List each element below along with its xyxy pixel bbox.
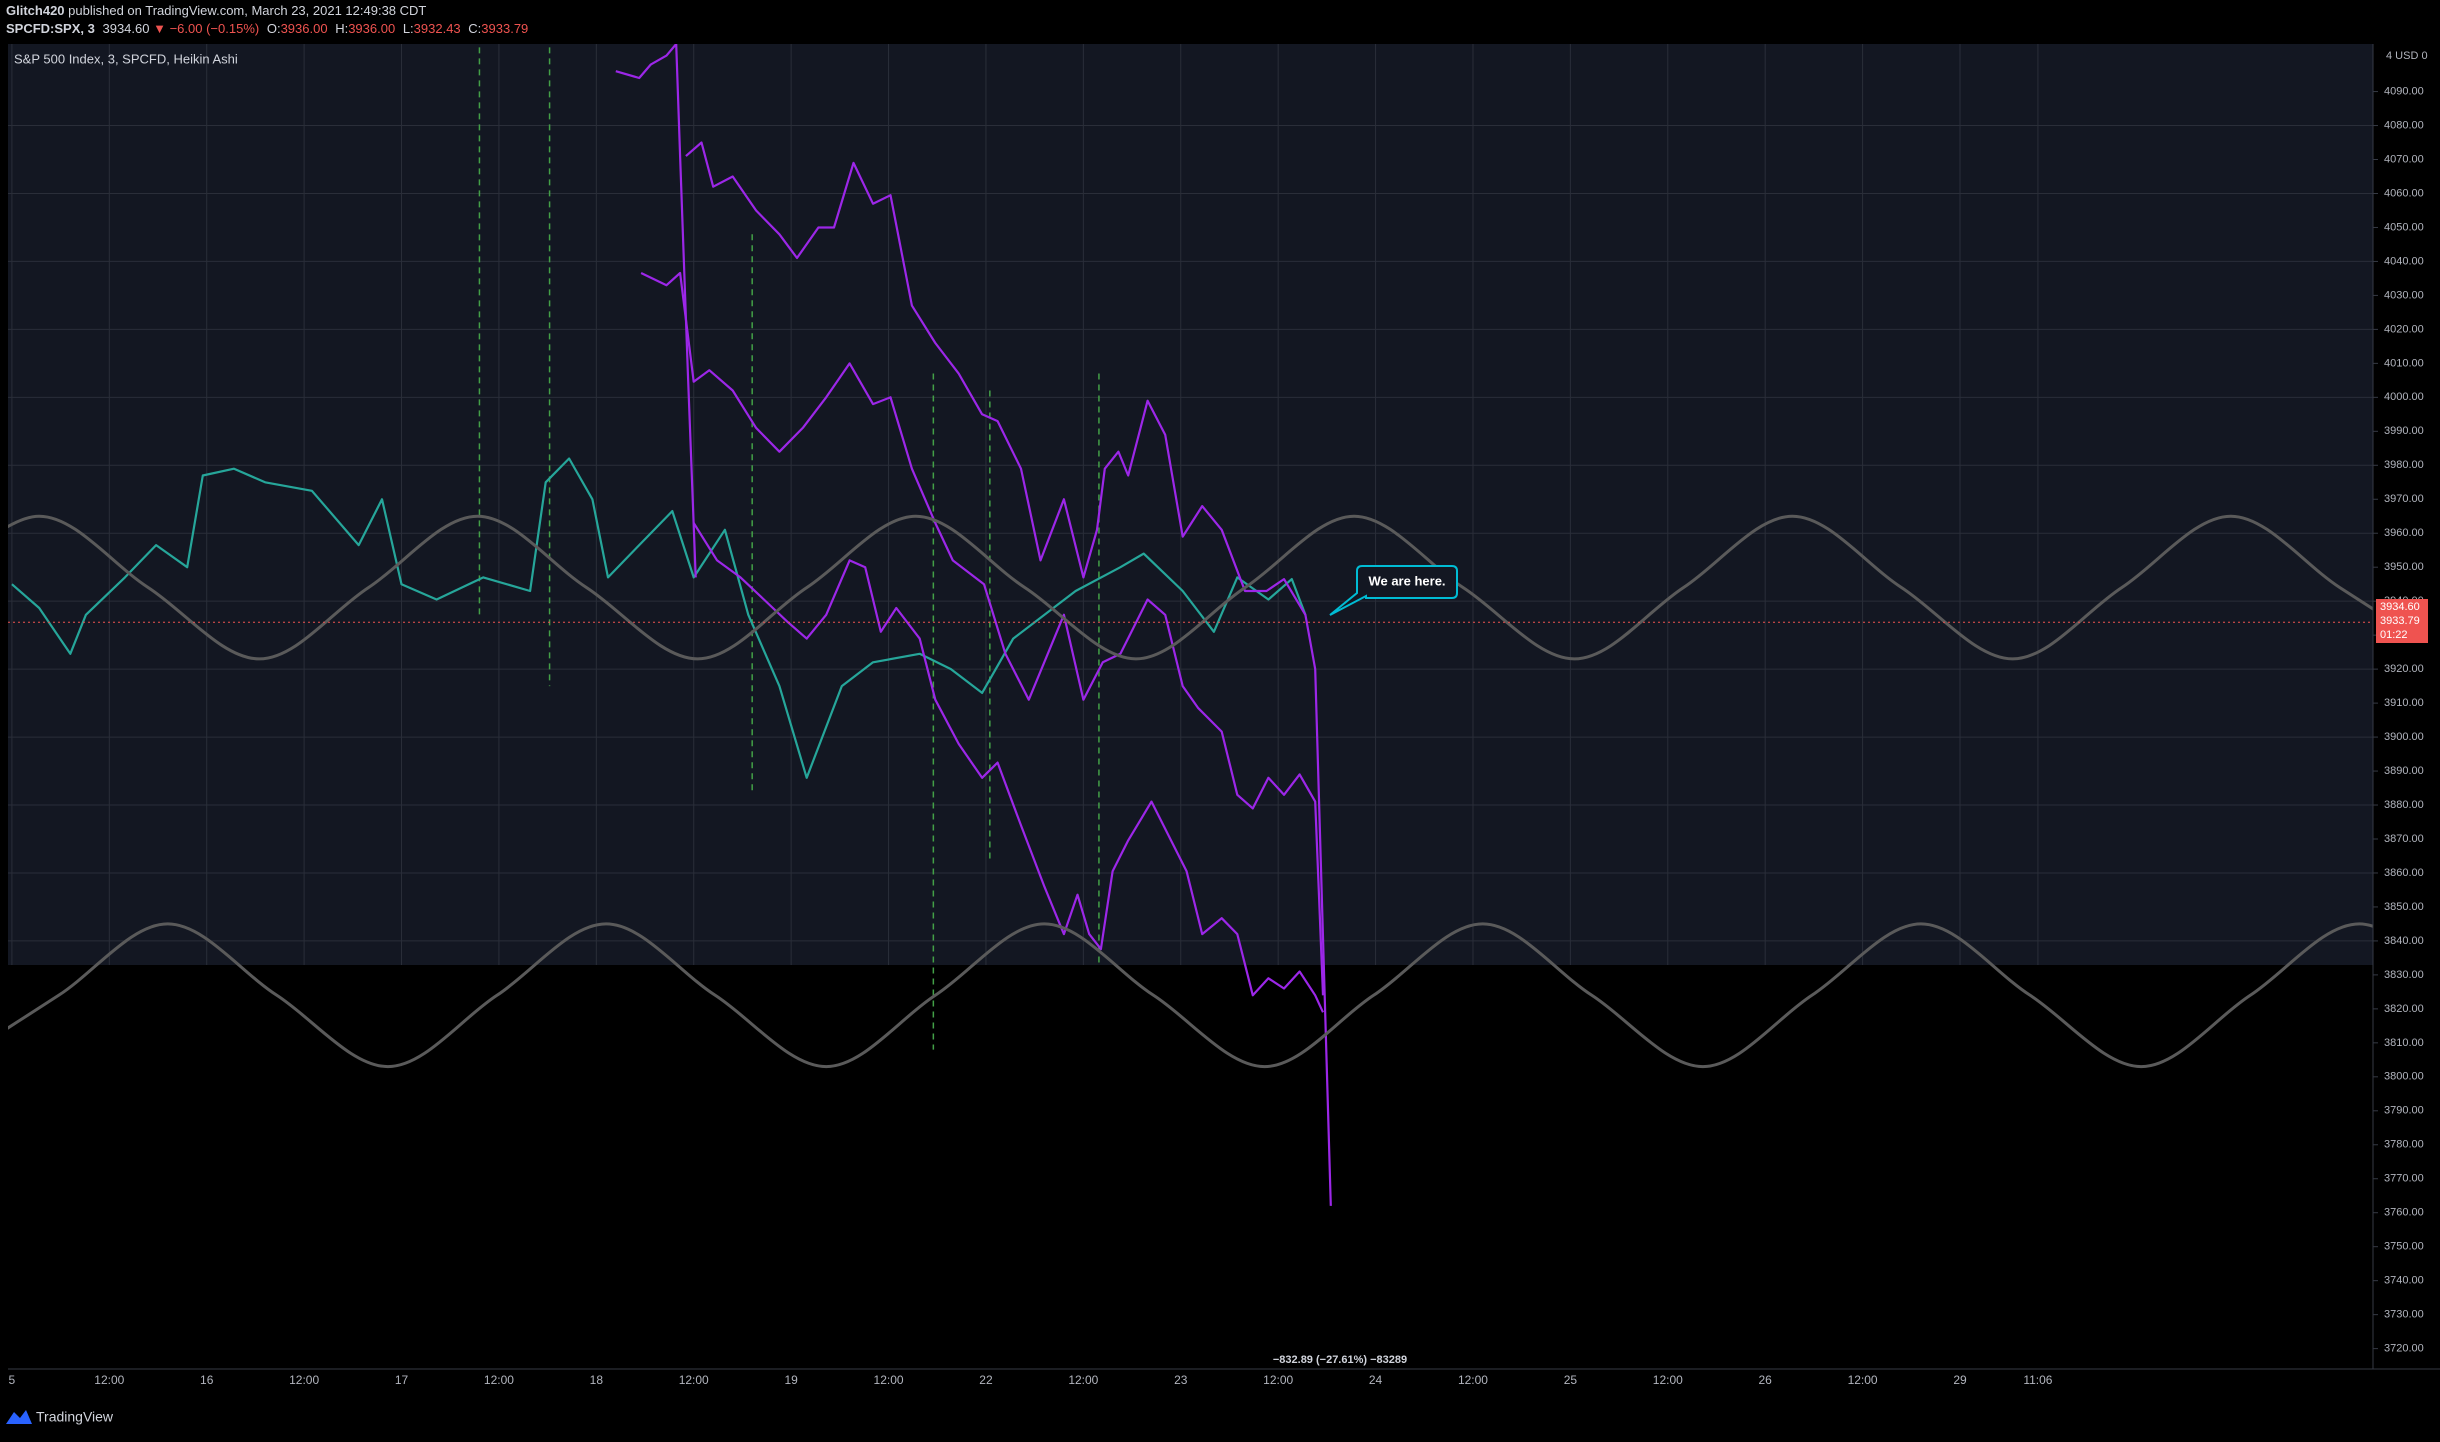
- change: ▼ −6.00 (−0.15%): [153, 21, 259, 36]
- y-tick-label: 3980.00: [2384, 459, 2424, 471]
- y-tick-label: 3790.00: [2384, 1105, 2424, 1117]
- price-badge: [2376, 599, 2428, 643]
- x-tick-label: 18: [590, 1373, 604, 1387]
- price-badge-close: 3933.79: [2380, 615, 2420, 627]
- ohlc-label: O:: [267, 21, 281, 36]
- x-tick-label: 12:00: [1848, 1373, 1878, 1387]
- price-line-series: [640, 271, 1325, 996]
- x-tick-label: 23: [1174, 1373, 1188, 1387]
- brand: TradingView: [36, 1409, 114, 1425]
- x-tick-label: 26: [1759, 1373, 1773, 1387]
- x-tick-label: 24: [1369, 1373, 1383, 1387]
- y-tick-label: 3960.00: [2384, 527, 2424, 539]
- y-tick-label: 4060.00: [2384, 187, 2424, 199]
- price-badge-last: 3934.60: [2380, 601, 2420, 613]
- plot-marks: [8, 44, 2373, 1206]
- y-tick-label: 3720.00: [2384, 1343, 2424, 1355]
- y-tick-label: 3970.00: [2384, 493, 2424, 505]
- dark-region: [8, 965, 2373, 1369]
- author: Glitch420: [6, 3, 65, 18]
- y-tick-label: 3780.00: [2384, 1139, 2424, 1151]
- header-line-2: SPCFD:SPX, 3 3934.60 ▼ −6.00 (−0.15%) O:…: [6, 21, 528, 36]
- ohlc-value: 3932.43: [414, 21, 461, 36]
- x-tick-label: 12:00: [94, 1373, 124, 1387]
- y-tick-label: 4020.00: [2384, 323, 2424, 335]
- ohlc-value: 3936.00: [348, 21, 395, 36]
- y-tick-label: 3990.00: [2384, 425, 2424, 437]
- cycle-line: [8, 922, 2373, 1069]
- y-tick-label: 3870.00: [2384, 833, 2424, 845]
- ohlc-label: C:: [468, 21, 481, 36]
- logo-icon: [6, 1410, 32, 1424]
- x-tick-label: 12:00: [1263, 1373, 1293, 1387]
- x-tick-label: 25: [1564, 1373, 1578, 1387]
- y-tick-label: 4010.00: [2384, 357, 2424, 369]
- x-tick-label: 22: [979, 1373, 993, 1387]
- y-tick-label: 4030.00: [2384, 289, 2424, 301]
- ohlc-label: H:: [335, 21, 348, 36]
- y-tick-label: 3910.00: [2384, 697, 2424, 709]
- y-tick-label: 3950.00: [2384, 561, 2424, 573]
- y-tick-label: 4080.00: [2384, 119, 2424, 131]
- y-tick-label: 4090.00: [2384, 85, 2424, 97]
- axis-unit: 4 USD 0: [2386, 50, 2428, 62]
- y-tick-label: 3770.00: [2384, 1173, 2424, 1185]
- chart-title: S&P 500 Index, 3, SPCFD, Heikin Ashi: [14, 51, 238, 66]
- x-tick-label: 12:00: [289, 1373, 319, 1387]
- y-tick-label: 3860.00: [2384, 867, 2424, 879]
- published: published on TradingView.com, March 23, …: [68, 3, 426, 18]
- cycle-line: [8, 514, 2373, 661]
- y-tick-label: 3880.00: [2384, 799, 2424, 811]
- y-tick-label: 3920.00: [2384, 663, 2424, 675]
- y-tick-label: 4070.00: [2384, 153, 2424, 165]
- footer-logo: TradingView: [6, 1409, 114, 1425]
- y-tick-label: 3830.00: [2384, 969, 2424, 981]
- x-tick-label: 29: [1953, 1373, 1967, 1387]
- y-tick-label: 4000.00: [2384, 391, 2424, 403]
- measure-label: −832.89 (−27.61%) −83289: [1273, 1354, 1407, 1366]
- callout-text: We are here.: [1368, 573, 1445, 588]
- ohlc-value: 3933.79: [481, 21, 528, 36]
- price-line-series: [11, 457, 1307, 779]
- price-line-series: [615, 44, 697, 578]
- x-tick-label: 19: [784, 1373, 798, 1387]
- x-tick-label: 12:00: [1653, 1373, 1683, 1387]
- y-tick-label: 3850.00: [2384, 901, 2424, 913]
- callout: We are here.: [1329, 565, 1458, 616]
- y-tick-label: 3740.00: [2384, 1275, 2424, 1287]
- y-tick-label: 4050.00: [2384, 221, 2424, 233]
- x-tick-label: 12:00: [1068, 1373, 1098, 1387]
- x-tick-label: 11:06: [2023, 1373, 2052, 1387]
- ohlc-value: 3936.00: [281, 21, 328, 36]
- x-tick-label: 17: [395, 1373, 409, 1387]
- y-tick-label: 3810.00: [2384, 1037, 2424, 1049]
- y-tick-label: 3750.00: [2384, 1241, 2424, 1253]
- x-tick-label: 12:00: [679, 1373, 709, 1387]
- ticker: SPCFD:SPX, 3: [6, 21, 95, 36]
- last-price: 3934.60: [102, 21, 149, 36]
- y-tick-label: 4040.00: [2384, 255, 2424, 267]
- y-tick-label: 3800.00: [2384, 1071, 2424, 1083]
- x-tick-label: 12:00: [1458, 1373, 1488, 1387]
- y-tick-label: 3890.00: [2384, 765, 2424, 777]
- price-line-series: [692, 522, 1324, 1013]
- y-tick-label: 3840.00: [2384, 935, 2424, 947]
- price-badge-time: 01:22: [2380, 629, 2408, 641]
- y-tick-label: 3760.00: [2384, 1207, 2424, 1219]
- callout-box: [1329, 565, 1458, 616]
- y-tick-label: 3820.00: [2384, 1003, 2424, 1015]
- price-line-series: [685, 141, 1332, 1206]
- ohlc-label: L:: [403, 21, 414, 36]
- x-tick-label: 12:00: [874, 1373, 904, 1387]
- y-tick-label: 3730.00: [2384, 1309, 2424, 1321]
- x-tick-label: 12:00: [484, 1373, 514, 1387]
- x-tick-label: 16: [200, 1373, 214, 1387]
- y-tick-label: 3900.00: [2384, 731, 2424, 743]
- x-tick-label: 5: [9, 1373, 16, 1387]
- header-line-1: Glitch420 published on TradingView.com, …: [6, 3, 426, 18]
